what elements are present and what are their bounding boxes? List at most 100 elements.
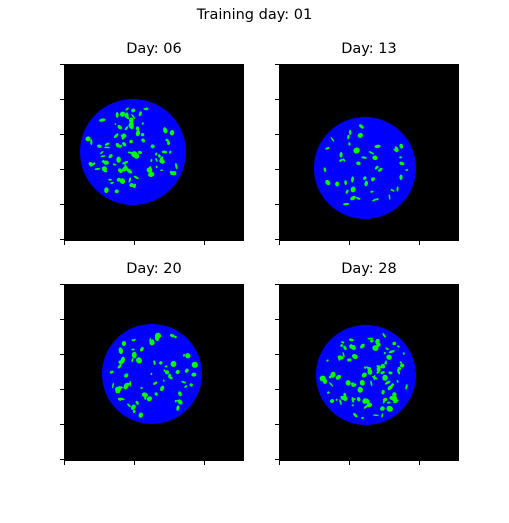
green-spot <box>399 161 405 166</box>
green-spot <box>382 374 388 381</box>
x-axis-tick <box>419 241 420 245</box>
green-spot <box>396 186 399 192</box>
green-spot <box>99 151 104 155</box>
green-spot <box>330 371 336 378</box>
green-spot <box>400 363 405 368</box>
spots-group <box>85 107 178 194</box>
green-spot <box>359 124 364 129</box>
green-spot <box>133 153 140 159</box>
green-spot <box>122 161 129 165</box>
x-axis-tick <box>64 241 65 245</box>
green-spot <box>135 357 143 364</box>
green-spot <box>92 162 96 166</box>
green-spot <box>342 351 345 358</box>
green-spot <box>120 356 125 364</box>
green-spot <box>343 392 347 398</box>
panel-title-day-28: Day: 28 <box>341 261 397 277</box>
green-spot <box>339 152 343 158</box>
green-spot <box>109 370 114 374</box>
green-spot <box>397 345 400 348</box>
green-spot <box>325 179 331 186</box>
green-spot <box>94 167 101 171</box>
green-spot <box>389 395 395 401</box>
green-spot <box>392 341 397 346</box>
blue-disc <box>314 117 416 219</box>
y-axis-tick <box>60 319 64 320</box>
green-spot <box>396 379 399 383</box>
green-spot <box>138 412 144 418</box>
green-spot <box>163 127 168 134</box>
green-spot <box>366 366 371 370</box>
x-axis-tick <box>279 461 280 465</box>
x-axis-tick <box>204 461 205 465</box>
green-spot <box>339 399 342 405</box>
green-spot <box>347 358 352 362</box>
green-spot <box>129 117 134 124</box>
green-spot <box>328 375 332 379</box>
green-spot <box>104 187 109 193</box>
green-spot <box>175 162 178 170</box>
green-spot <box>391 383 395 387</box>
green-spot <box>388 350 395 354</box>
green-spot <box>330 136 335 142</box>
green-spot <box>164 365 168 368</box>
green-spot <box>342 158 346 162</box>
green-spot <box>351 383 357 387</box>
green-spot <box>183 353 185 357</box>
green-spot <box>370 190 374 193</box>
panel-title-day-06: Day: 06 <box>126 41 182 57</box>
green-spot <box>167 141 171 145</box>
y-axis-tick <box>60 424 64 425</box>
green-spot <box>175 369 180 375</box>
green-spot <box>370 339 374 343</box>
green-spot <box>168 373 172 379</box>
green-spot <box>363 405 369 409</box>
green-spot <box>119 111 126 117</box>
green-spot <box>150 158 153 163</box>
green-spot <box>141 392 148 398</box>
green-spot <box>115 142 121 148</box>
green-spot <box>153 360 156 365</box>
green-spot <box>131 358 134 363</box>
green-spot <box>110 181 114 185</box>
green-spot <box>380 406 385 411</box>
green-spot <box>121 341 127 346</box>
green-spot <box>141 122 144 125</box>
green-spot <box>388 194 391 200</box>
green-spot <box>145 107 149 111</box>
x-axis-tick <box>204 241 205 245</box>
green-spot <box>356 161 361 166</box>
green-spot <box>127 151 133 154</box>
y-axis-tick <box>275 204 279 205</box>
green-spot <box>340 395 346 401</box>
green-spot <box>116 177 121 182</box>
green-spot <box>376 198 379 201</box>
green-spot <box>374 165 379 170</box>
panel-title-day-13: Day: 13 <box>341 41 397 57</box>
green-spot <box>372 414 379 417</box>
spots-group <box>319 333 408 419</box>
green-spot <box>376 342 381 348</box>
green-spot <box>191 372 197 377</box>
green-spot <box>159 156 164 161</box>
green-spot <box>329 382 334 387</box>
y-axis-tick <box>60 389 64 390</box>
y-axis-tick <box>60 284 64 285</box>
green-spot <box>385 347 389 351</box>
panel-day-06 <box>60 64 244 245</box>
green-spot <box>399 143 404 149</box>
green-spot <box>349 344 354 349</box>
green-spot <box>155 158 158 162</box>
green-spot <box>340 344 344 347</box>
green-spot <box>327 391 330 394</box>
green-spot <box>370 380 373 387</box>
green-spot <box>129 139 133 144</box>
green-spot <box>90 139 93 146</box>
green-spot <box>335 374 342 380</box>
disc-image-day-20 <box>102 324 202 424</box>
green-spot <box>108 154 113 159</box>
green-spot <box>162 379 165 382</box>
green-spot <box>384 380 391 385</box>
green-spot <box>344 180 347 185</box>
green-spot <box>114 123 117 126</box>
